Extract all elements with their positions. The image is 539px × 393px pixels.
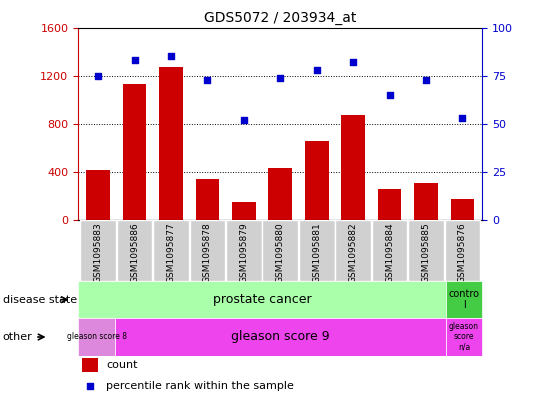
Point	[239, 117, 248, 123]
Point	[421, 76, 430, 83]
Point	[276, 74, 285, 81]
Bar	[153, 220, 189, 281]
Bar	[446, 318, 482, 356]
Title: GDS5072 / 203934_at: GDS5072 / 203934_at	[204, 11, 356, 25]
Text: count: count	[107, 360, 138, 370]
Bar	[226, 220, 262, 281]
Bar	[190, 220, 225, 281]
Point	[94, 72, 102, 79]
Bar	[80, 220, 116, 281]
Text: GSM1095879: GSM1095879	[239, 222, 248, 283]
Bar	[335, 220, 371, 281]
Bar	[268, 168, 292, 220]
Bar	[305, 141, 329, 220]
Text: disease state: disease state	[3, 295, 77, 305]
Bar	[372, 220, 407, 281]
Point	[385, 92, 394, 98]
Bar	[378, 189, 402, 220]
Point	[167, 53, 175, 59]
Bar	[86, 169, 110, 220]
Point	[130, 57, 139, 63]
Text: GSM1095878: GSM1095878	[203, 222, 212, 283]
Text: GSM1095884: GSM1095884	[385, 222, 394, 283]
Bar	[262, 220, 298, 281]
Bar	[445, 220, 480, 281]
Text: gleason score 9: gleason score 9	[231, 331, 329, 343]
Bar	[414, 183, 438, 220]
Bar	[115, 318, 446, 356]
Point	[349, 59, 357, 65]
Text: GSM1095883: GSM1095883	[94, 222, 103, 283]
Bar	[341, 116, 365, 220]
Bar	[299, 220, 335, 281]
Bar	[159, 67, 183, 220]
Text: other: other	[3, 332, 32, 342]
Text: GSM1095877: GSM1095877	[167, 222, 176, 283]
Point	[203, 76, 212, 83]
Bar	[117, 220, 153, 281]
Text: GSM1095880: GSM1095880	[276, 222, 285, 283]
Text: GSM1095885: GSM1095885	[421, 222, 431, 283]
Text: GSM1095876: GSM1095876	[458, 222, 467, 283]
Point	[86, 383, 95, 389]
Text: gleason score 8: gleason score 8	[66, 332, 127, 342]
Bar	[123, 84, 147, 220]
Bar	[82, 358, 99, 373]
Bar	[232, 202, 255, 220]
Bar	[196, 179, 219, 220]
Point	[458, 115, 467, 121]
Bar	[78, 318, 115, 356]
Bar	[78, 281, 446, 318]
Bar	[408, 220, 444, 281]
Bar	[446, 281, 482, 318]
Text: GSM1095881: GSM1095881	[312, 222, 321, 283]
Text: GSM1095886: GSM1095886	[130, 222, 139, 283]
Text: percentile rank within the sample: percentile rank within the sample	[107, 381, 294, 391]
Text: GSM1095882: GSM1095882	[349, 222, 357, 283]
Point	[313, 67, 321, 73]
Text: prostate cancer: prostate cancer	[212, 293, 311, 306]
Text: gleason
score
n/a: gleason score n/a	[449, 322, 479, 352]
Text: contro
l: contro l	[448, 289, 480, 310]
Bar	[451, 199, 474, 220]
